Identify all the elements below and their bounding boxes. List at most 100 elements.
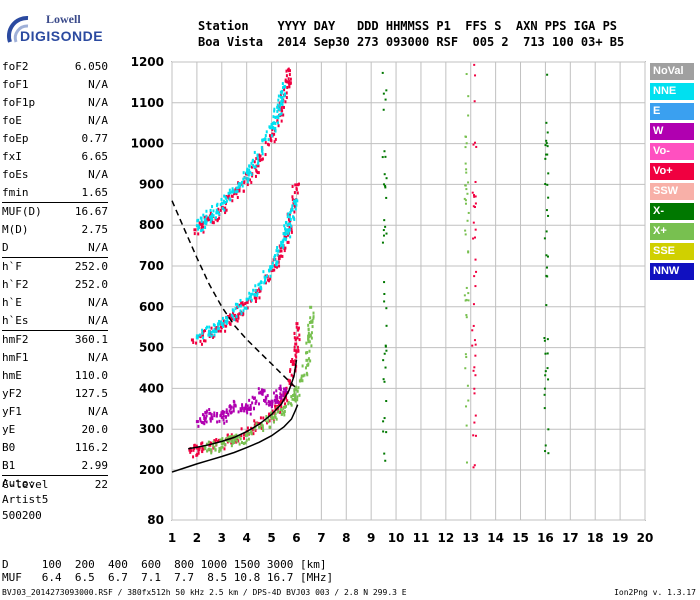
echo-dot bbox=[198, 446, 201, 450]
echo-dot bbox=[382, 234, 385, 237]
echo-dot bbox=[279, 392, 282, 396]
echo-dot bbox=[199, 417, 202, 421]
echo-dot bbox=[236, 436, 239, 440]
echo-dot bbox=[227, 191, 230, 195]
echo-dot bbox=[274, 115, 277, 119]
echo-dot bbox=[308, 340, 311, 344]
echo-dot bbox=[384, 155, 387, 158]
param-separator bbox=[2, 475, 108, 476]
echo-dot bbox=[385, 400, 388, 403]
echo-dot bbox=[257, 402, 260, 406]
echo-dot bbox=[209, 208, 212, 212]
echo-dot bbox=[286, 240, 289, 244]
echo-dot bbox=[210, 215, 213, 219]
echo-dot bbox=[383, 150, 386, 153]
echo-dot bbox=[236, 195, 239, 199]
echo-dot bbox=[210, 326, 213, 330]
echo-dot bbox=[257, 387, 260, 391]
auto-code: 500200 bbox=[2, 509, 42, 522]
echo-dot bbox=[284, 402, 287, 406]
echo-dot bbox=[284, 79, 287, 83]
echo-dot bbox=[193, 232, 196, 236]
echo-dot bbox=[212, 221, 215, 225]
echo-dot bbox=[225, 410, 228, 414]
y-tick-label: 900 bbox=[139, 177, 164, 191]
trace-point bbox=[292, 199, 296, 203]
echo-dot bbox=[252, 288, 255, 292]
echo-dot bbox=[312, 316, 315, 320]
echo-dot bbox=[270, 411, 273, 415]
echo-dot bbox=[474, 228, 477, 231]
echo-dot bbox=[202, 230, 205, 234]
echo-dot bbox=[262, 416, 265, 420]
echo-dot bbox=[285, 96, 288, 100]
echo-dot bbox=[239, 298, 242, 302]
echo-dot bbox=[248, 164, 251, 168]
echo-dot bbox=[216, 218, 219, 222]
y-tick-label: 80 bbox=[147, 513, 164, 527]
echo-dot bbox=[543, 407, 546, 410]
echo-dot bbox=[547, 172, 550, 175]
echo-dot bbox=[381, 241, 384, 244]
echo-dot bbox=[239, 309, 242, 313]
echo-dot bbox=[254, 165, 257, 169]
echo-dot bbox=[383, 173, 386, 176]
echo-dot bbox=[463, 294, 466, 297]
echo-dot bbox=[293, 191, 296, 195]
echo-dot bbox=[279, 399, 282, 403]
echo-dot bbox=[288, 213, 291, 217]
echo-dot bbox=[304, 366, 307, 370]
echo-dot bbox=[471, 344, 474, 347]
echo-dot bbox=[282, 232, 285, 236]
param-name: hmE bbox=[2, 369, 22, 382]
echo-dot bbox=[224, 320, 227, 324]
echo-dot bbox=[289, 369, 292, 373]
trace-point bbox=[283, 387, 287, 391]
echo-dot bbox=[291, 204, 294, 208]
echo-dot bbox=[270, 139, 273, 143]
echo-dot bbox=[201, 413, 204, 417]
echo-dot bbox=[473, 387, 476, 390]
param-value: N/A bbox=[88, 96, 108, 109]
echo-dot bbox=[308, 321, 311, 325]
echo-dot bbox=[268, 413, 271, 417]
echo-dot bbox=[275, 394, 278, 398]
echo-dot bbox=[544, 183, 547, 186]
echo-dot bbox=[383, 352, 386, 355]
echo-dot bbox=[201, 441, 204, 445]
param-row: foF1 N/A bbox=[2, 76, 108, 94]
polarization-legend: NoVal NNE E W Vo- Vo+ SSW X- X+ SSE NNW bbox=[650, 63, 694, 283]
echo-dot bbox=[282, 390, 285, 394]
echo-dot bbox=[232, 409, 235, 413]
echo-dot bbox=[266, 142, 269, 146]
echo-dot bbox=[229, 404, 232, 408]
echo-dot bbox=[210, 414, 213, 418]
echo-dot bbox=[546, 275, 549, 278]
echo-dot bbox=[280, 93, 283, 97]
echo-dot bbox=[230, 433, 233, 437]
echo-dot bbox=[243, 432, 246, 436]
param-row: h`E N/A bbox=[2, 294, 108, 312]
trace-point bbox=[295, 322, 299, 326]
echo-dot bbox=[218, 447, 221, 451]
echo-dot bbox=[465, 405, 468, 408]
echo-dot bbox=[249, 403, 252, 407]
echo-dot bbox=[253, 419, 256, 423]
echo-dot bbox=[226, 433, 229, 437]
echo-dot bbox=[234, 302, 237, 306]
echo-dot bbox=[273, 255, 276, 259]
echo-dot bbox=[210, 413, 213, 417]
echo-dot bbox=[247, 437, 250, 441]
echo-dot bbox=[258, 153, 261, 157]
echo-dot bbox=[280, 240, 283, 244]
echo-dot bbox=[268, 403, 271, 407]
echo-dot bbox=[205, 409, 208, 413]
echo-dot bbox=[543, 237, 546, 240]
y-tick-label: 1100 bbox=[131, 96, 164, 110]
echo-dot bbox=[263, 281, 266, 285]
echo-dot bbox=[208, 408, 211, 412]
echo-dot bbox=[474, 374, 477, 377]
echo-dot bbox=[273, 398, 276, 402]
echo-dot bbox=[283, 410, 286, 414]
echo-dot bbox=[228, 409, 231, 413]
